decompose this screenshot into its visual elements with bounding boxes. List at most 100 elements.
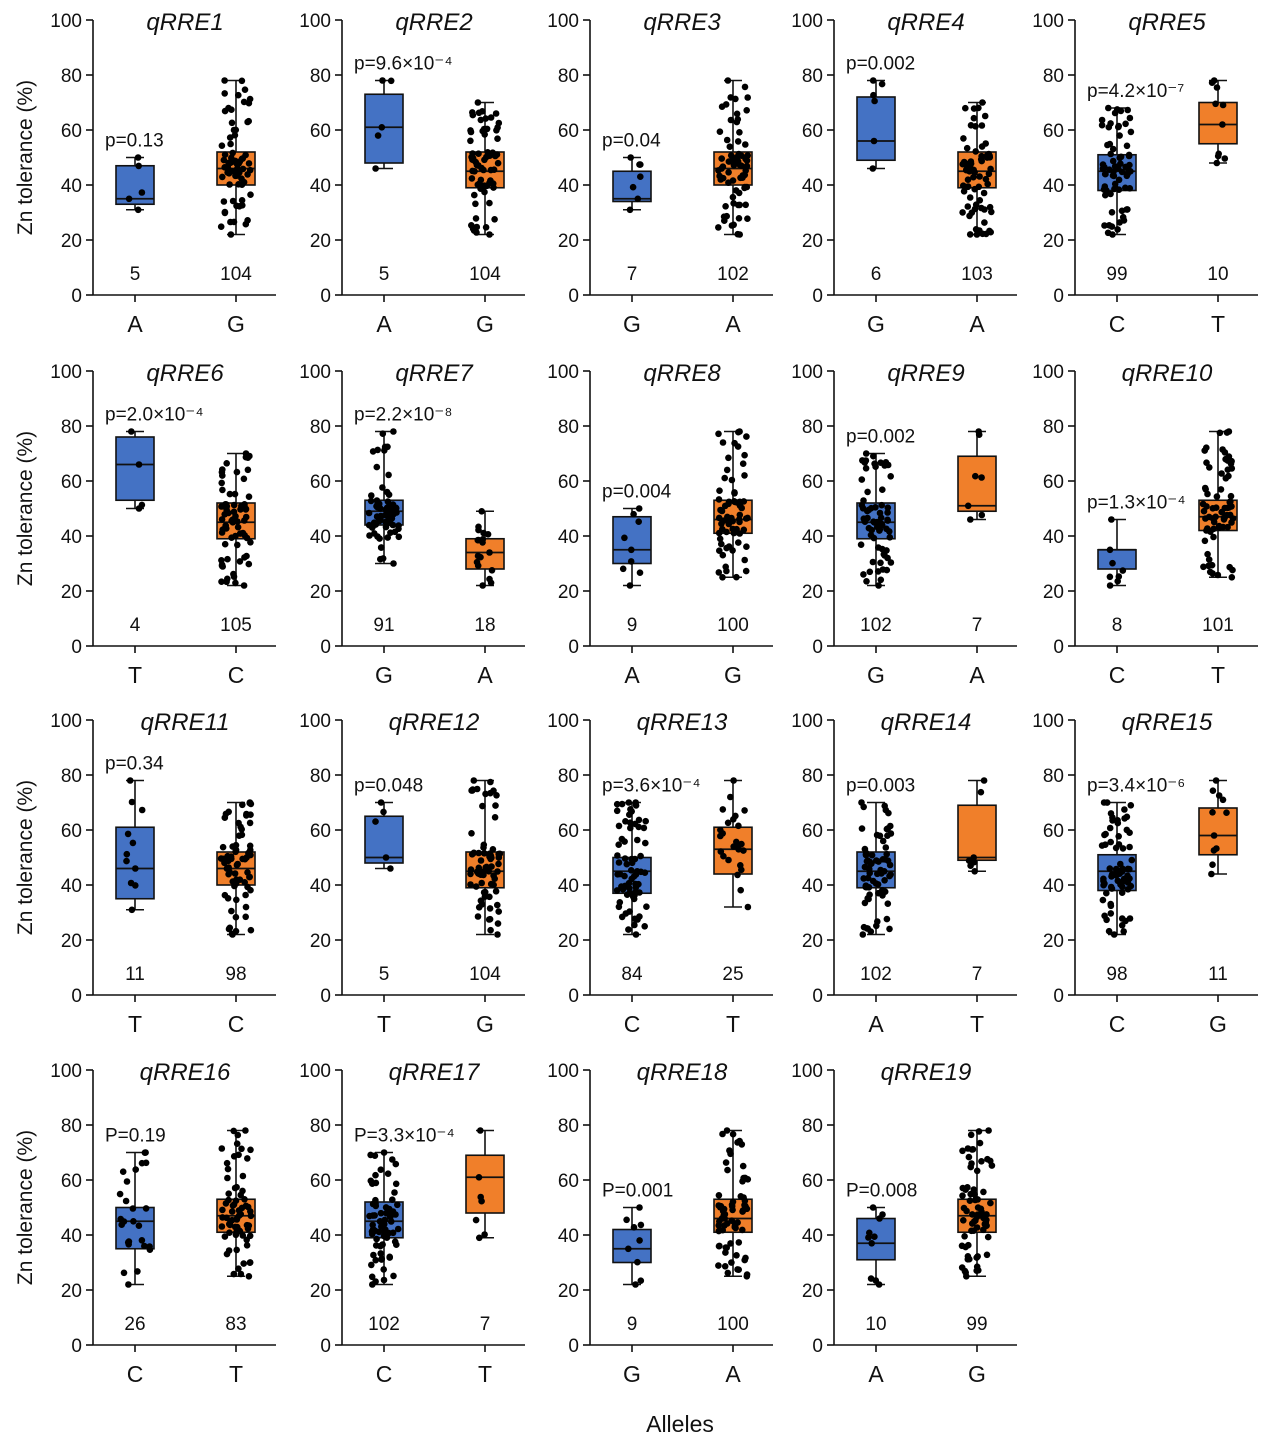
- data-point: [142, 1159, 150, 1167]
- data-point: [494, 901, 501, 909]
- data-point: [640, 824, 648, 832]
- data-point: [228, 855, 235, 863]
- data-point: [1213, 845, 1220, 852]
- data-point: [493, 127, 500, 134]
- data-point: [1126, 185, 1134, 192]
- y-tick-label: 60: [61, 821, 82, 842]
- data-point: [472, 883, 480, 890]
- y-axis-label: Zn tolerance (%): [14, 780, 37, 935]
- data-point: [125, 1241, 132, 1248]
- data-point: [118, 1221, 125, 1228]
- data-point: [491, 814, 499, 821]
- data-point: [634, 195, 642, 203]
- data-point: [723, 136, 731, 144]
- data-point: [978, 1158, 985, 1165]
- data-point: [242, 505, 250, 513]
- box-orange: [1198, 101, 1238, 145]
- data-point: [963, 166, 970, 173]
- data-point: [1124, 886, 1132, 893]
- data-point: [958, 1242, 966, 1250]
- data-point: [226, 490, 234, 498]
- data-point: [381, 1227, 388, 1235]
- data-point: [123, 1178, 131, 1185]
- panel-qRRE7: 0 20 40 60 80 100 qRRE7 G 91 A 18 p=2.2×10⁻⁸: [299, 360, 525, 688]
- data-point: [1099, 896, 1107, 904]
- data-point: [636, 1237, 643, 1244]
- data-point: [491, 216, 498, 223]
- sample-count-label: 83: [225, 1314, 246, 1335]
- data-point: [377, 799, 385, 806]
- data-point: [878, 501, 885, 509]
- data-point: [1228, 457, 1235, 465]
- panel-title: qRRE17: [389, 1059, 481, 1086]
- data-point: [1105, 222, 1113, 229]
- data-point: [394, 1225, 402, 1233]
- data-point: [637, 173, 644, 180]
- data-point: [964, 176, 972, 183]
- data-point: [733, 499, 741, 506]
- panel-qRRE18: 0 20 40 60 80 100 qRRE18 G 9 A 100 P=0.001: [547, 1059, 773, 1387]
- data-point: [225, 1190, 232, 1197]
- data-point: [728, 1201, 736, 1209]
- data-point: [716, 547, 723, 554]
- y-tick-label: 80: [558, 417, 579, 438]
- data-point: [736, 518, 743, 526]
- y-tick-label: 60: [1043, 121, 1064, 142]
- data-point: [232, 1231, 240, 1239]
- data-point: [392, 1160, 400, 1168]
- data-point: [715, 430, 722, 438]
- data-point: [1101, 170, 1109, 178]
- data-point: [621, 534, 628, 542]
- panel-title: qRRE7: [395, 360, 474, 387]
- sample-count-label: 101: [1202, 615, 1234, 636]
- sample-count-label: 102: [717, 264, 749, 285]
- data-point: [470, 849, 478, 857]
- allele-label: C: [1109, 662, 1126, 688]
- panel-title: qRRE16: [140, 1059, 231, 1086]
- data-point: [964, 502, 972, 510]
- y-tick-label: 60: [61, 121, 82, 142]
- data-point: [380, 1149, 388, 1156]
- y-tick-label: 100: [547, 362, 579, 383]
- y-tick-label: 60: [61, 472, 82, 493]
- data-point: [218, 562, 226, 570]
- data-point: [637, 868, 645, 876]
- data-point: [978, 474, 985, 481]
- data-point: [1116, 154, 1123, 162]
- p-value-label: p=9.6×10⁻⁴: [354, 54, 453, 75]
- panel-qRRE14: 0 20 40 60 80 100 qRRE14 A 102 T 7 p=0.003: [791, 709, 1017, 1037]
- y-tick-label: 40: [310, 1226, 331, 1247]
- p-value-label: p=0.003: [846, 776, 915, 797]
- data-point: [972, 123, 979, 130]
- data-point: [986, 203, 994, 211]
- data-point: [971, 1196, 979, 1204]
- data-point: [374, 132, 382, 139]
- data-point: [632, 802, 640, 809]
- allele-label: T: [229, 1361, 243, 1387]
- data-point: [1107, 910, 1115, 917]
- data-point: [858, 825, 866, 832]
- data-point: [475, 526, 482, 534]
- allele-label: A: [868, 1361, 884, 1387]
- allele-label: C: [624, 1011, 641, 1037]
- data-point: [983, 1216, 990, 1224]
- data-point: [240, 582, 248, 589]
- data-point: [230, 573, 238, 580]
- data-point: [374, 503, 381, 511]
- box-blue: [1097, 548, 1137, 570]
- data-point: [233, 172, 241, 179]
- data-point: [367, 497, 375, 505]
- data-point: [472, 200, 479, 208]
- data-point: [1201, 537, 1209, 545]
- y-tick-label: 0: [71, 637, 82, 658]
- data-point: [960, 1204, 968, 1212]
- y-tick-label: 80: [558, 66, 579, 87]
- data-point: [966, 231, 974, 238]
- data-point: [884, 504, 892, 512]
- sample-count-label: 100: [717, 615, 749, 636]
- data-point: [467, 881, 474, 888]
- data-point: [1104, 229, 1112, 237]
- data-point: [225, 170, 233, 177]
- data-point: [980, 1226, 987, 1234]
- sample-count-label: 25: [722, 964, 743, 985]
